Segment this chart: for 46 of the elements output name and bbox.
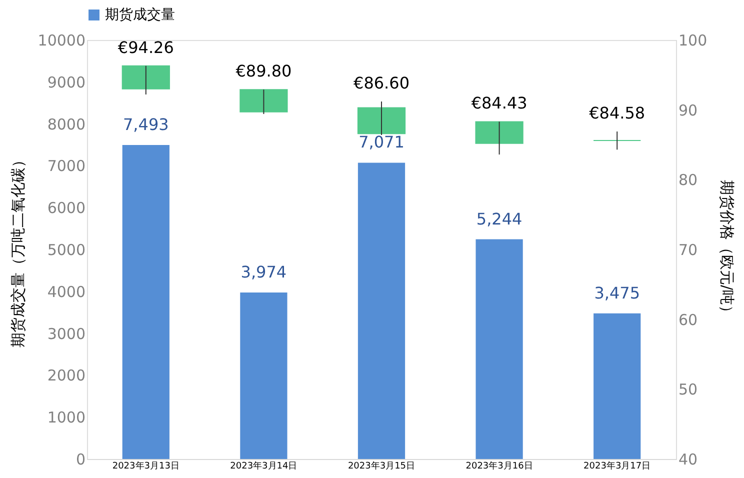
y2-tick-label: 60 — [678, 310, 698, 329]
y-tick-label: 2000 — [47, 366, 86, 385]
bar — [594, 313, 641, 459]
bar — [358, 162, 406, 459]
y2-tick-label: 80 — [678, 171, 698, 190]
text: €86.60 — [354, 73, 410, 92]
y-tick-label: 4000 — [47, 282, 86, 301]
y2-tick-label: 40 — [678, 450, 698, 468]
y-tick-label: 10000 — [38, 32, 86, 50]
data-label: 7,071 — [358, 132, 404, 152]
bar — [476, 239, 523, 459]
text: €94.26 — [118, 38, 174, 57]
x-tick-label: 2023年3月13日 — [112, 460, 180, 472]
legend-label: 期货成交量 — [105, 7, 175, 23]
data-label: 5,244 — [476, 209, 522, 228]
candlestick — [593, 130, 642, 150]
data-label: 3,974 — [240, 262, 287, 282]
data-label: 7,493 — [122, 115, 169, 134]
y-tick-label: 7000 — [47, 157, 86, 176]
y-tick-label: 0 — [76, 450, 86, 468]
x-tick-label: 2023年3月16日 — [466, 460, 533, 472]
candlestick — [122, 65, 170, 95]
candlestick — [240, 89, 288, 115]
x-tick-label: 2023年3月15日 — [348, 460, 416, 472]
x-tick-label: 2023年3月17日 — [584, 460, 651, 472]
y-tick-label: 1000 — [47, 408, 86, 427]
y-tick-label: 6000 — [47, 199, 86, 218]
y-tick-label: 3000 — [47, 324, 86, 343]
y2-axis-title: 期货价格（欧元/吨） — [718, 180, 736, 320]
bar — [240, 292, 288, 459]
data-label: 3,475 — [594, 283, 640, 302]
text: €84.43 — [471, 94, 528, 113]
text: €84.58 — [589, 103, 646, 122]
y-axis-title: 期货成交量（万吨二氧化碳） — [8, 152, 27, 348]
x-tick-label: 2023年3月14日 — [230, 460, 298, 472]
y2-tick-label: 70 — [678, 241, 698, 259]
y2-tick-label: 50 — [678, 380, 698, 399]
y-tick-label: 5000 — [47, 241, 86, 259]
candlestick — [357, 100, 406, 136]
y2-tick-label: 100 — [678, 32, 708, 50]
candlestick — [475, 121, 524, 156]
bar — [122, 145, 170, 459]
y-tick-label: 8000 — [47, 115, 86, 134]
text: €89.80 — [236, 62, 292, 81]
y2-tick-label: 90 — [678, 101, 698, 120]
y-tick-label: 9000 — [47, 73, 86, 92]
